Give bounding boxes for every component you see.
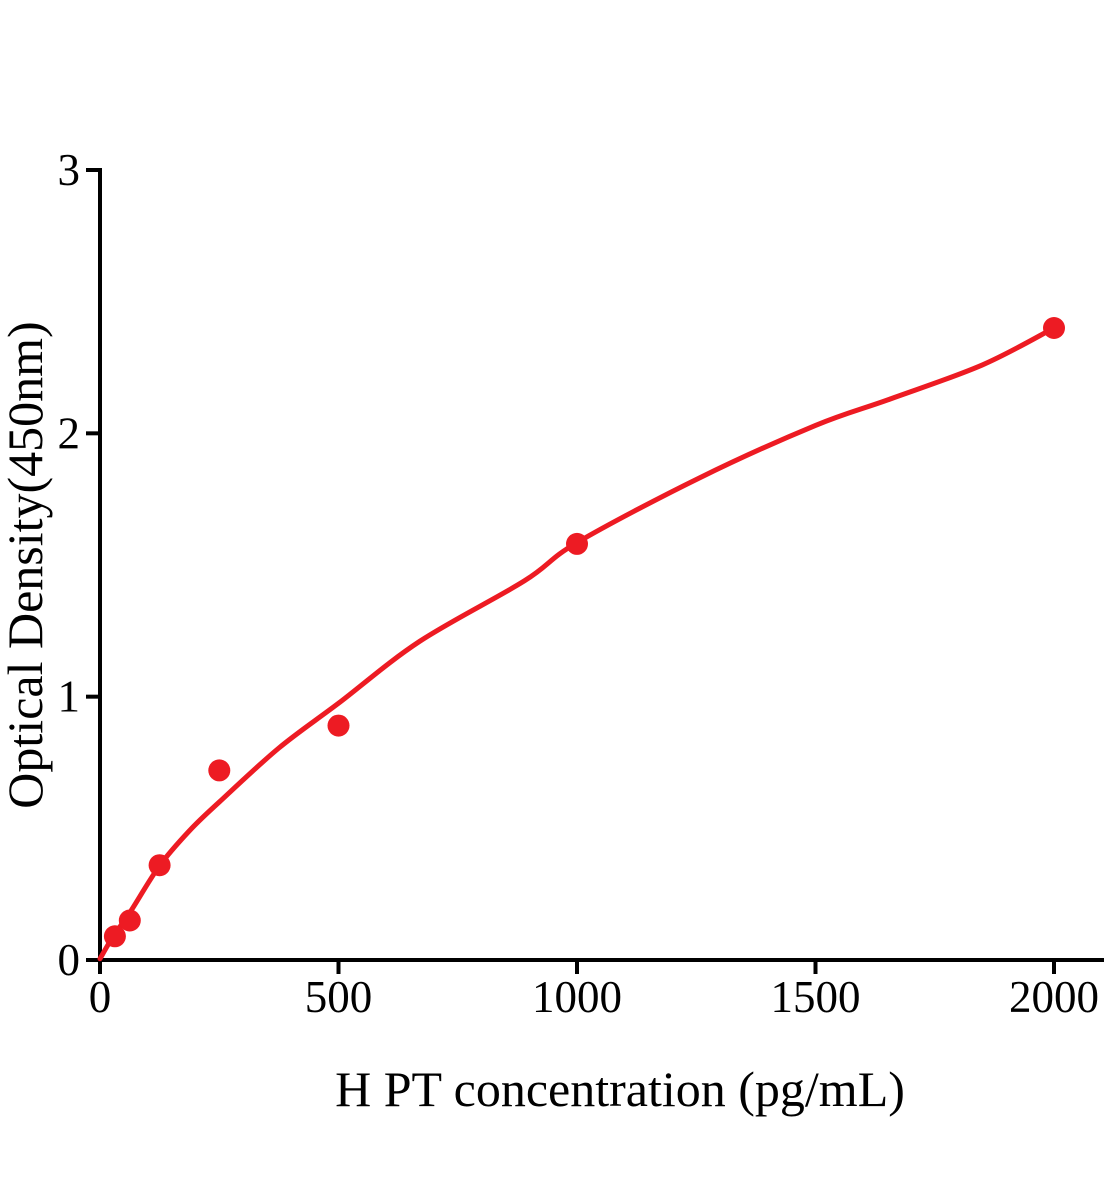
x-tick-label: 1500 — [771, 972, 861, 1022]
x-tick-label: 0 — [89, 972, 112, 1022]
data-point — [1043, 317, 1065, 339]
x-axis-ticks: 0 500 1000 1500 2000 — [89, 960, 1099, 1022]
fit-curve-line — [97, 325, 1057, 962]
y-tick-label: 1 — [58, 672, 81, 722]
y-tick-label: 0 — [58, 935, 81, 985]
y-axis-ticks: 0 1 2 3 — [58, 145, 100, 985]
y-tick-label: 2 — [58, 408, 81, 458]
x-axis-title: H PT concentration (pg/mL) — [335, 1061, 905, 1117]
data-point — [118, 909, 141, 932]
data-point — [208, 759, 231, 782]
y-tick-label: 3 — [58, 145, 81, 195]
x-tick-label: 500 — [305, 972, 373, 1022]
y-axis-title: Optical Density(450nm) — [0, 321, 53, 808]
data-point — [327, 714, 350, 737]
data-point — [566, 532, 588, 555]
x-tick-label: 2000 — [1009, 972, 1099, 1022]
x-tick-label: 1000 — [532, 972, 622, 1022]
data-points — [103, 317, 1065, 948]
data-point — [103, 925, 126, 948]
data-point — [148, 854, 171, 877]
